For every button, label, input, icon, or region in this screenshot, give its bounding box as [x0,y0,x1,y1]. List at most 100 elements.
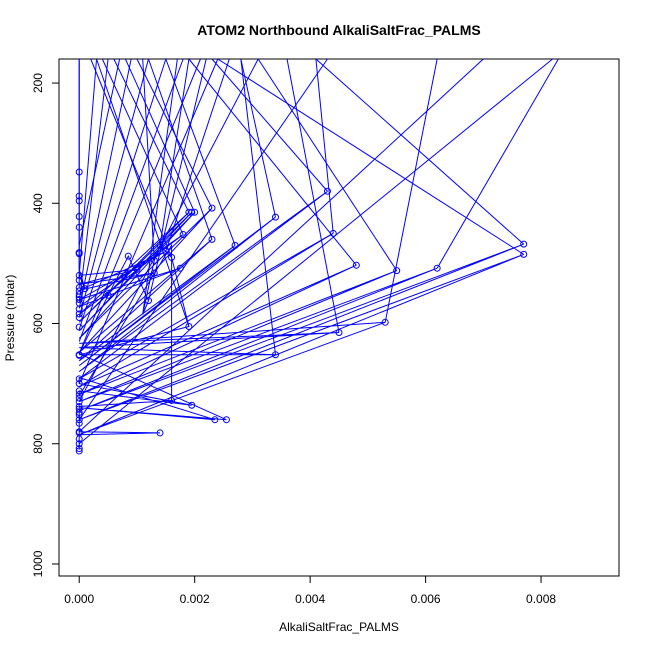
data-point [144,297,152,305]
data-point [75,390,83,398]
data-point [75,445,83,453]
x-axis: 0.000 0.002 0.004 0.006 0.008 [64,576,556,606]
profile-segment [436,58,559,269]
data-point [75,314,83,321]
profile-segment [159,58,190,246]
data-point [335,329,343,337]
profile-segment [101,58,184,235]
data-point [191,208,199,216]
data-point [75,387,83,395]
data-point [381,318,389,326]
x-tick-label: 0.000 [64,592,94,606]
y-tick-label: 800 [31,433,45,453]
profile-segment [211,58,328,192]
data-point [162,247,170,255]
profile-segment [78,58,132,309]
data-point [75,250,83,258]
profile-segment [315,58,525,245]
profile-segment [78,58,219,384]
x-axis-label: AlkaliSaltFrac_PALMS [279,620,399,634]
profile-segment [142,58,155,261]
data-point [222,416,230,424]
data-point [104,291,112,299]
data-point [168,253,176,261]
profile-segment [96,58,190,327]
data-point [75,440,83,448]
profile-segment [124,58,196,213]
profile-segment [257,58,398,271]
data-point [75,416,83,424]
y-tick-label: 1000 [31,550,45,577]
x-tick-label: 0.002 [180,592,210,606]
data-point [75,398,83,406]
x-tick-label: 0.008 [526,592,556,606]
data-point [75,213,83,221]
profile-segment [78,58,484,433]
data-point [156,429,164,437]
data-point [75,411,83,419]
profile-segment [148,58,213,240]
data-point [323,187,331,195]
data-point [75,435,83,443]
data-point [81,285,89,293]
profile-segment [78,58,259,402]
data-point [75,197,83,205]
data-point [75,375,83,383]
data-point [188,208,196,216]
y-axis-label: Pressure (mbar) [3,275,17,362]
data-point [75,394,83,402]
data-point [133,265,141,273]
profile-segment [78,58,328,420]
data-point [393,267,401,275]
profile-segment [136,58,213,209]
data-point [176,264,184,272]
y-tick-label: 400 [31,193,45,213]
data-point [75,351,83,359]
data-point [520,250,528,258]
profile-segment [142,58,178,315]
data-point [150,269,158,277]
points-layer [75,168,528,455]
data-point [75,295,83,303]
data-point [231,241,239,249]
data-point [75,276,83,284]
x-tick-label: 0.006 [411,592,441,606]
data-point [75,310,83,318]
profile-segment [286,58,340,333]
data-point [75,223,83,231]
data-point [271,213,279,221]
x-tick-label: 0.004 [295,592,325,606]
profile-segment [217,58,525,255]
data-point [75,380,83,388]
profile-segment [78,58,121,246]
profile-segment [384,58,438,323]
data-point [188,401,196,409]
series-line-layer [78,59,524,450]
data-point [75,419,83,427]
data-point [75,305,83,313]
plot-area [75,58,559,455]
profile-segment [113,58,190,213]
profile-segment [165,58,230,252]
data-point [208,204,216,212]
data-point [352,261,360,269]
data-point [208,235,216,243]
data-point [75,192,83,200]
profile-line [78,59,524,450]
data-point [185,323,193,331]
profile-segment [78,58,98,276]
data-point [75,168,83,176]
data-point [168,396,176,404]
profile-segment [78,58,201,354]
data-point [75,447,83,455]
data-point [329,229,337,237]
profile-segment [188,58,357,266]
data-point [150,256,158,264]
data-point [520,240,528,248]
plot-frame [58,58,620,577]
data-point [75,271,83,279]
profile-segment [240,58,276,218]
data-point [179,231,187,239]
data-point [75,291,83,299]
